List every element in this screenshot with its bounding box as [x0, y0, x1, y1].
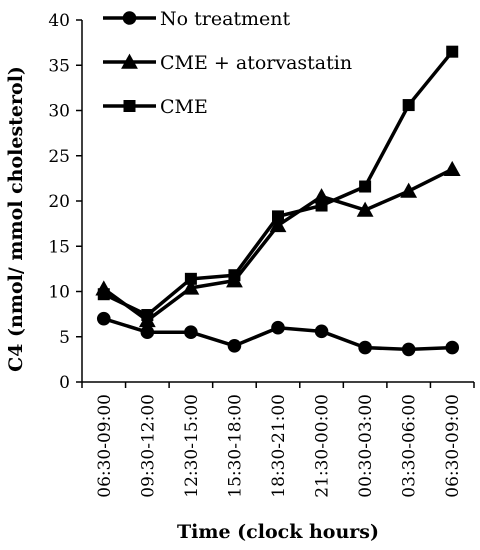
x-tick-label: 06:30-09:00 — [443, 394, 463, 498]
data-point — [359, 180, 372, 193]
data-point — [184, 272, 197, 285]
data-point — [358, 340, 372, 355]
x-axis: 06:30-09:00 09:30-12:00 12:30-15:00 15:30-1… — [81, 381, 475, 498]
x-tick-label: 03:30-06:00 — [400, 394, 420, 498]
y-tick-label: 30 — [48, 102, 70, 122]
legend-item: No treatment — [103, 8, 291, 30]
data-point — [96, 311, 111, 326]
series-cme-atorvastatin — [95, 160, 461, 328]
y-tick-label: 40 — [48, 11, 70, 31]
x-tick-label: 09:30-12:00 — [138, 394, 158, 498]
data-point — [182, 279, 200, 295]
data-point — [269, 217, 287, 233]
series-no-treatment — [96, 311, 460, 357]
y-tick-label: 20 — [48, 192, 70, 212]
data-point — [402, 99, 415, 112]
data-point — [184, 325, 198, 340]
series-cme — [97, 45, 459, 322]
data-point — [141, 309, 154, 322]
x-tick-label: 00:30-03:00 — [356, 394, 376, 498]
data-point — [356, 201, 374, 217]
data-point — [400, 182, 418, 198]
data-point — [446, 45, 459, 58]
triangle-marker — [121, 53, 138, 69]
legend-label: No treatment — [160, 8, 291, 30]
y-tick-label: 10 — [48, 283, 70, 303]
x-tick-label: 06:30-09:00 — [95, 394, 115, 498]
x-tick-label: 18:30-21:00 — [269, 394, 289, 498]
x-tick-label: 15:30-18:00 — [225, 394, 245, 498]
data-point — [227, 339, 242, 353]
x-tick-label: 21:30-00:00 — [313, 394, 333, 498]
y-axis-title: C4 (nmol/ mmol cholesterol) — [5, 66, 27, 372]
data-point — [97, 288, 110, 301]
circle-marker — [122, 11, 137, 25]
legend-label: CME + atorvastatin — [160, 52, 352, 74]
legend-label: CME — [160, 96, 208, 118]
x-tick-label: 12:30-15:00 — [182, 394, 202, 498]
y-tick-label: 35 — [48, 56, 70, 76]
series-line — [103, 50, 454, 317]
data-point — [315, 199, 328, 212]
y-tick-label: 5 — [59, 328, 70, 348]
data-point — [271, 320, 285, 335]
data-point — [313, 188, 330, 204]
legend: No treatment CME + atorvastatin CME — [103, 8, 352, 118]
data-point — [140, 325, 155, 340]
y-tick-label: 15 — [48, 237, 70, 257]
data-point — [272, 210, 284, 223]
x-axis-title: Time (clock hours) — [177, 521, 379, 543]
data-point — [443, 160, 461, 177]
data-point — [401, 342, 416, 357]
data-point — [314, 324, 329, 339]
data-point — [228, 269, 241, 282]
series-layer — [95, 45, 461, 357]
y-tick-label: 0 — [59, 373, 70, 393]
y-tick-label: 25 — [48, 147, 70, 167]
legend-item: CME — [103, 96, 208, 118]
legend-item: CME + atorvastatin — [103, 52, 352, 74]
square-marker — [123, 100, 136, 112]
y-axis: 0 5 10 15 20 25 30 35 40 — [48, 11, 83, 393]
data-point — [445, 340, 460, 355]
series-line — [102, 167, 454, 323]
